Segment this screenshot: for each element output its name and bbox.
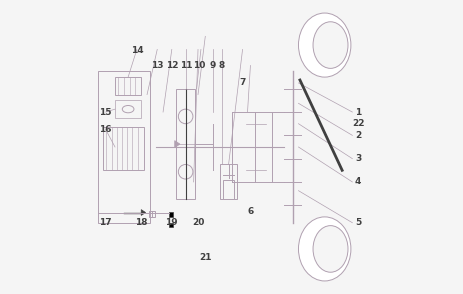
Text: 11: 11 [180,61,193,70]
Bar [98,71,150,223]
Text: 19: 19 [165,218,178,227]
Bar [223,180,234,199]
Text: 21: 21 [199,253,212,262]
Text: 2: 2 [355,131,361,140]
Polygon shape [175,141,180,148]
Text: 13: 13 [151,61,163,70]
Bar [103,127,144,170]
Text: 3: 3 [355,154,361,163]
Text: 18: 18 [135,218,148,227]
Text: 15: 15 [100,108,112,116]
Ellipse shape [299,13,351,77]
Bar [115,77,141,95]
Bar [149,211,155,218]
Polygon shape [141,210,145,216]
Text: 17: 17 [100,218,112,227]
Text: 5: 5 [355,218,361,227]
Text: 16: 16 [100,125,112,134]
Bar [169,223,173,227]
Ellipse shape [313,225,348,272]
Text: 22: 22 [352,119,364,128]
Text: 4: 4 [355,178,361,186]
Text: 12: 12 [166,61,178,70]
Text: 10: 10 [193,61,206,70]
Text: 14: 14 [131,46,143,55]
Text: 1: 1 [355,108,361,116]
Text: 8: 8 [218,61,225,70]
Text: 20: 20 [193,218,205,227]
Text: 7: 7 [239,78,246,87]
Ellipse shape [299,217,351,281]
Bar [220,164,238,199]
Bar [115,101,141,118]
Text: 6: 6 [247,207,254,216]
Text: 9: 9 [209,61,216,70]
Bar [169,212,173,218]
Bar [176,89,195,199]
Ellipse shape [313,22,348,69]
